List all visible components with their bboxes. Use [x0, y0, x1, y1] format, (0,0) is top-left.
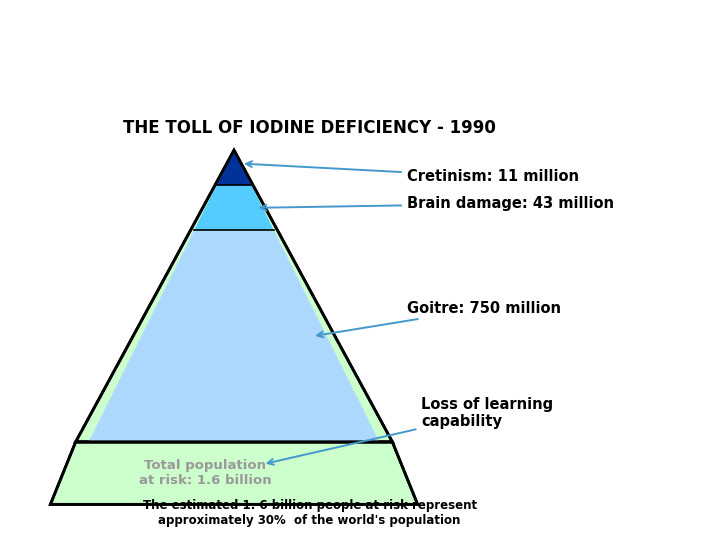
- Text: Goitre: 750 million: Goitre: 750 million: [318, 301, 561, 338]
- Text: SALT IODIZATION: SALT IODIZATION: [29, 66, 228, 86]
- Text: Total population
at risk: 1.6 billion: Total population at risk: 1.6 billion: [139, 459, 271, 487]
- Text: Household Questionnaire: Household Questionnaire: [29, 26, 327, 46]
- Polygon shape: [50, 442, 418, 504]
- Polygon shape: [76, 150, 392, 442]
- Polygon shape: [194, 185, 274, 231]
- Text: Brain damage: 43 million: Brain damage: 43 million: [261, 196, 613, 211]
- Text: Cretinism: 11 million: Cretinism: 11 million: [246, 161, 579, 185]
- Polygon shape: [217, 150, 251, 185]
- Text: THE TOLL OF IODINE DEFICIENCY - 1990: THE TOLL OF IODINE DEFICIENCY - 1990: [123, 119, 496, 137]
- Text: The estimated 1. 6 billion people at risk represent
approximately 30%  of the wo: The estimated 1. 6 billion people at ris…: [143, 498, 477, 526]
- Text: Loss of learning
capability: Loss of learning capability: [268, 397, 554, 465]
- Polygon shape: [89, 231, 379, 442]
